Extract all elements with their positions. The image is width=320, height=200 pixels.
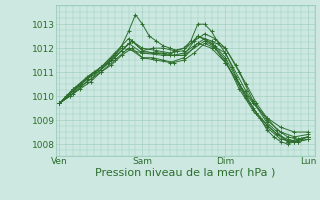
X-axis label: Pression niveau de la mer( hPa ): Pression niveau de la mer( hPa ) — [95, 168, 276, 178]
